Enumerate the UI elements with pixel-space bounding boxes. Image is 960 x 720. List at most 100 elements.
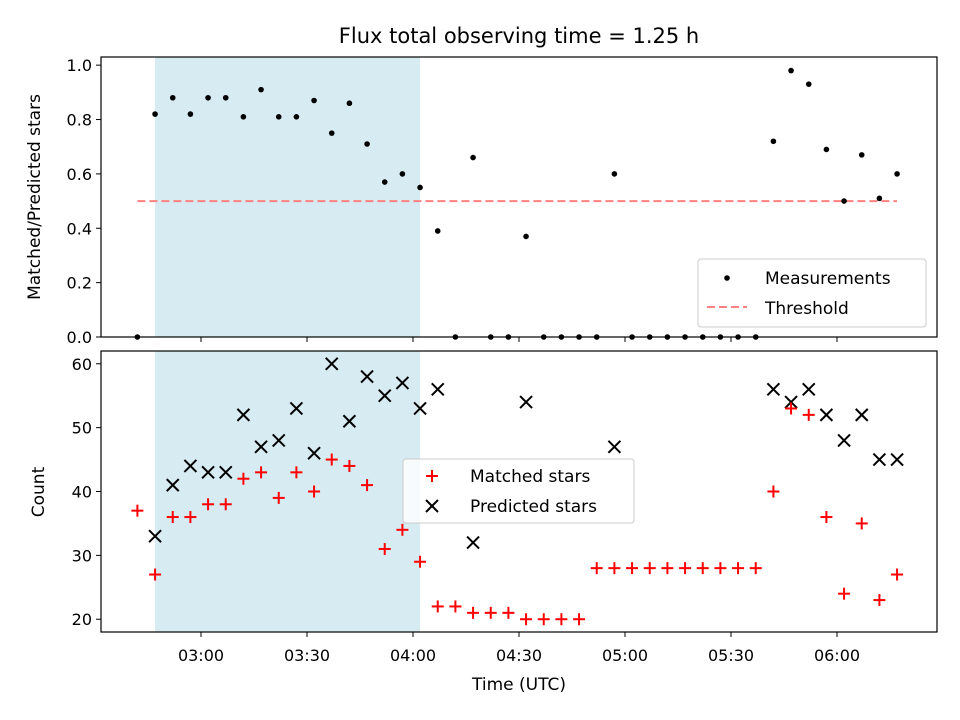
predicted-stars-point: [183, 459, 198, 473]
matched-stars-point: [696, 562, 709, 575]
matched-stars-point: [855, 517, 868, 530]
predicted-stars-point: [148, 529, 162, 543]
count-panel: 20 30 40 50 60 03:00 03:30 04:00 04:30 05:00 05:30…: [29, 350, 938, 695]
measurement-point: [311, 97, 317, 104]
predicted-stars-point: [431, 382, 445, 397]
legend-matched-label: Matched stars: [470, 467, 590, 487]
matched-stars-point: [149, 568, 162, 581]
legend-threshold-label: Threshold: [764, 299, 849, 319]
bottom-y-axis-label: Count: [29, 466, 49, 517]
top-y-tick-label: 0.8: [67, 111, 92, 130]
predicted-stars-point: [166, 478, 180, 492]
bottom-plot-frame: [100, 350, 938, 633]
matched-stars-point: [272, 491, 285, 504]
measurement-point: [823, 146, 830, 153]
predicted-stars-point: [855, 408, 869, 422]
predicted-stars-point: [766, 382, 781, 397]
predicted-stars-point: [466, 535, 480, 550]
matched-stars-point: [838, 587, 851, 600]
chart-title: Flux total observing time = 1.25 h: [339, 24, 699, 48]
matched-stars-point: [590, 562, 603, 575]
matched-stars-point: [237, 472, 250, 485]
measurement-point: [876, 195, 883, 202]
bottom-y-tick-label: 30: [72, 546, 92, 565]
matched-stars-point: [785, 402, 798, 415]
top-y-tick-label: 1.0: [67, 56, 92, 75]
bottom-y-tick-label: 40: [72, 483, 92, 502]
legend-predicted-marker: [425, 499, 439, 513]
matched-stars-point: [502, 606, 515, 619]
matched-stars-point: [343, 459, 356, 472]
matched-stars-point: [555, 613, 568, 626]
measurement-point: [328, 130, 335, 136]
top-y-tick-label: 0.2: [67, 274, 92, 293]
matched-stars-point: [537, 613, 550, 626]
predicted-stars-point: [272, 433, 286, 448]
matched-stars-point: [661, 562, 674, 575]
measurement-point: [205, 94, 211, 101]
matched-stars-point: [308, 485, 321, 498]
predicted-stars-point: [219, 465, 233, 480]
measurement-point: [346, 100, 353, 107]
measurement-point: [523, 233, 529, 240]
matched-stars-point: [520, 613, 533, 626]
x-tick-label: 05:00: [602, 646, 648, 665]
matched-stars-point: [431, 600, 444, 613]
matched-stars-point: [802, 408, 815, 421]
top-plot-frame: [100, 56, 938, 338]
predicted-stars-point: [307, 446, 321, 460]
measurement-point: [858, 152, 865, 158]
matched-stars-point: [414, 555, 427, 568]
predicted-stars-point: [325, 357, 339, 371]
matched-stars-point: [467, 606, 480, 619]
measurement-point: [417, 184, 423, 191]
top-shaded-region: [155, 57, 421, 337]
bottom-legend: Matched stars Predicted stars: [402, 458, 635, 524]
predicted-stars-point: [378, 388, 392, 403]
measurement-point: [187, 111, 194, 117]
predicted-stars-point: [872, 452, 887, 467]
top-legend-box: [697, 258, 927, 328]
top-legend: Measurements Threshold: [697, 258, 927, 328]
matched-stars-point: [378, 542, 391, 555]
measurement-point: [169, 94, 176, 101]
matched-stars-point: [361, 479, 374, 492]
matched-stars-point: [396, 523, 409, 536]
predicted-stars-point: [802, 382, 816, 397]
legend-measurements-label: Measurements: [765, 269, 891, 289]
predicted-stars-point: [254, 440, 268, 454]
matched-stars-point: [184, 511, 197, 524]
predicted-stars-point: [236, 408, 251, 422]
top-y-tick-label: 0.6: [67, 165, 92, 184]
measurement-point: [152, 111, 158, 117]
predicted-stars-point: [413, 401, 427, 416]
matched-stars-point: [873, 594, 886, 607]
measurement-point: [381, 179, 388, 185]
matched-stars-point: [255, 466, 268, 479]
matched-stars-point: [131, 504, 144, 517]
predicted-stars-point: [289, 401, 304, 416]
x-tick-label: 03:00: [178, 646, 224, 665]
x-tick-label: 06:00: [814, 646, 860, 665]
measurement-point: [788, 67, 794, 74]
bottom-y-tick-label: 20: [72, 610, 92, 629]
predicted-stars-point: [837, 433, 851, 448]
matched-stars-point: [166, 511, 179, 524]
matched-stars-point: [732, 562, 745, 575]
matched-stars-point: [608, 562, 621, 575]
matched-stars-point: [820, 511, 833, 524]
legend-measurements-marker: [724, 275, 730, 281]
matched-stars-point: [219, 498, 232, 511]
predicted-stars-point: [519, 395, 533, 409]
measurement-point: [222, 94, 229, 101]
measurement-point: [293, 114, 300, 120]
predicted-stars-point: [342, 414, 357, 428]
predicted-stars-point: [395, 376, 410, 390]
matched-stars-point: [449, 600, 462, 613]
predicted-stars-point: [607, 440, 622, 454]
top-y-axis-label: Matched/Predicted stars: [25, 94, 45, 300]
measurement-point: [399, 171, 406, 177]
x-axis-label: Time (UTC): [471, 675, 566, 695]
bottom-y-tick-label: 50: [72, 419, 92, 438]
